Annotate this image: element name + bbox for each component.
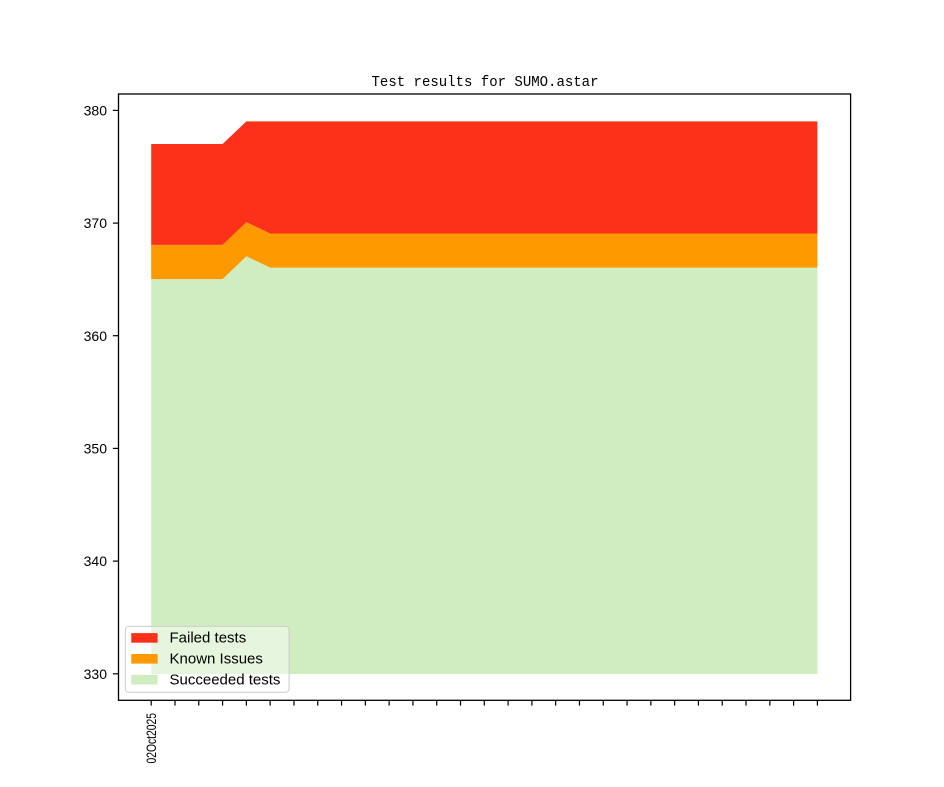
svg-text:Succeeded tests: Succeeded tests [170, 672, 281, 689]
svg-text:02Oct2025: 02Oct2025 [144, 713, 159, 764]
svg-text:370: 370 [84, 215, 108, 231]
svg-text:330: 330 [84, 666, 108, 682]
svg-text:340: 340 [84, 553, 108, 569]
svg-text:360: 360 [84, 328, 108, 344]
svg-text:Failed tests: Failed tests [170, 630, 247, 647]
svg-text:Test results for SUMO.astar: Test results for SUMO.astar [372, 75, 599, 91]
svg-text:Known Issues: Known Issues [170, 651, 263, 668]
svg-text:350: 350 [84, 441, 108, 457]
svg-text:380: 380 [84, 103, 108, 119]
